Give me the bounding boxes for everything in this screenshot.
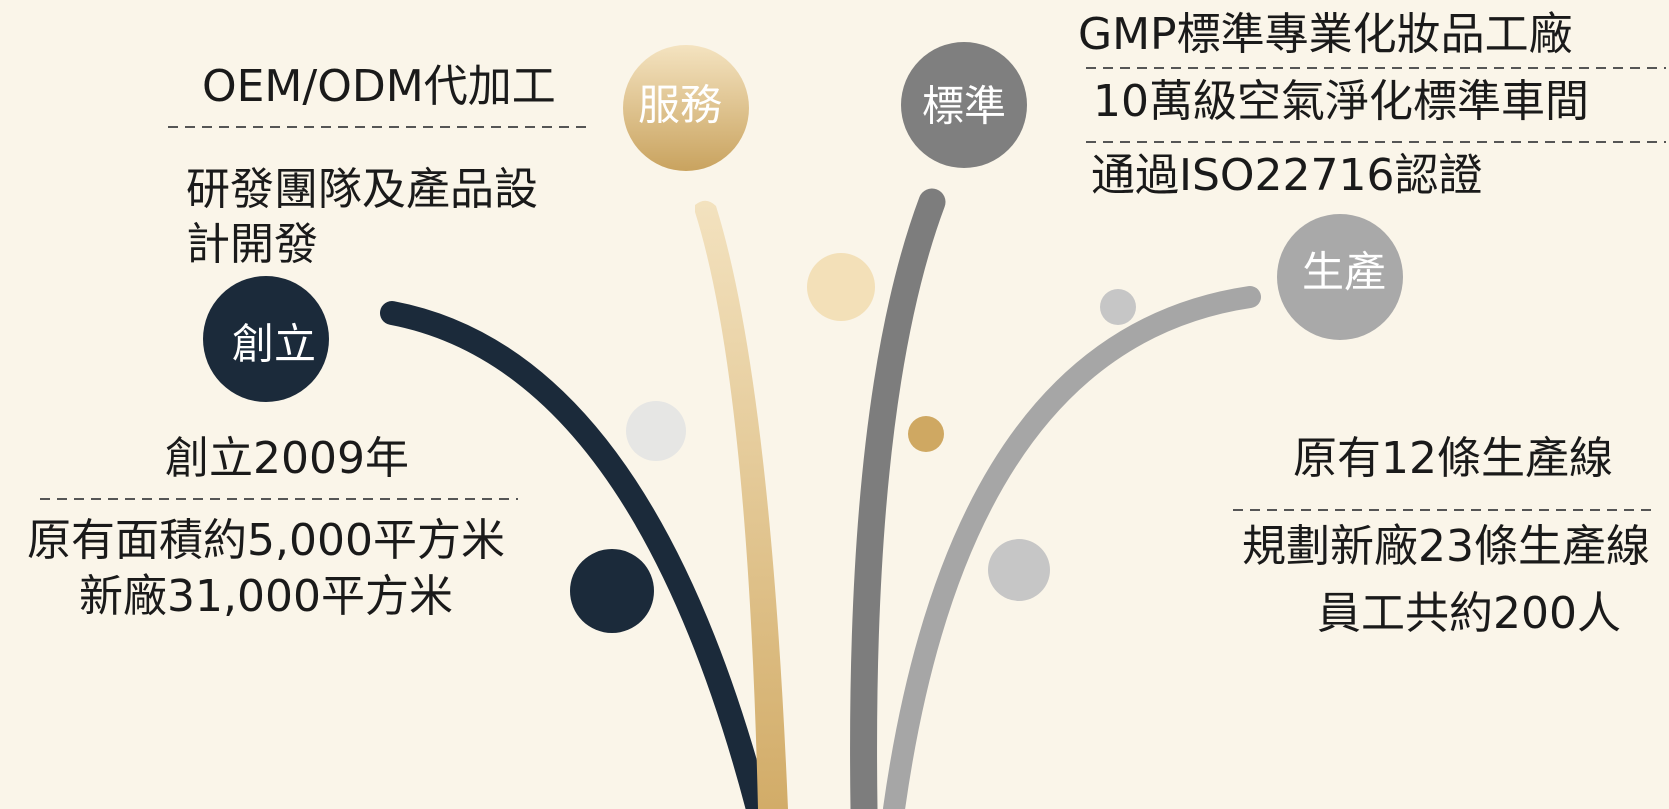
note: 研發團隊及產品設計開發 [186, 162, 556, 272]
note: 通過ISO22716認證 [1091, 150, 1483, 201]
note: 新廠31,000平方米 [79, 571, 453, 622]
label-production: 生產 [1302, 248, 1386, 297]
note: 規劃新廠23條生產線 [1242, 521, 1650, 572]
dot [908, 416, 944, 452]
page: 創立 服務 標準 生產 OEM/ODM代加工 研發團隊及產品設計開發 創立200… [0, 0, 1669, 809]
note: 10萬級空氣淨化標準車間 [1093, 76, 1589, 127]
label-standard: 標準 [922, 82, 1006, 131]
dot [988, 539, 1050, 601]
label-founding: 創立 [232, 320, 316, 369]
note: 創立2009年 [165, 433, 409, 484]
label-service: 服務 [638, 81, 722, 130]
diagram: 創立 服務 標準 生產 OEM/ODM代加工 研發團隊及產品設計開發 創立200… [0, 0, 1669, 809]
dot [570, 549, 654, 633]
note: 原有12條生產線 [1293, 433, 1613, 484]
note-box: 研發團隊及產品設計開發 [186, 162, 586, 282]
dot [1100, 289, 1136, 325]
note: 原有面積約5,000平方米 [27, 515, 505, 566]
note: 員工共約200人 [1317, 588, 1621, 639]
note: GMP標準專業化妝品工廠 [1078, 9, 1573, 60]
note: OEM/ODM代加工 [202, 61, 556, 112]
dot [807, 253, 875, 321]
dot [626, 401, 686, 461]
